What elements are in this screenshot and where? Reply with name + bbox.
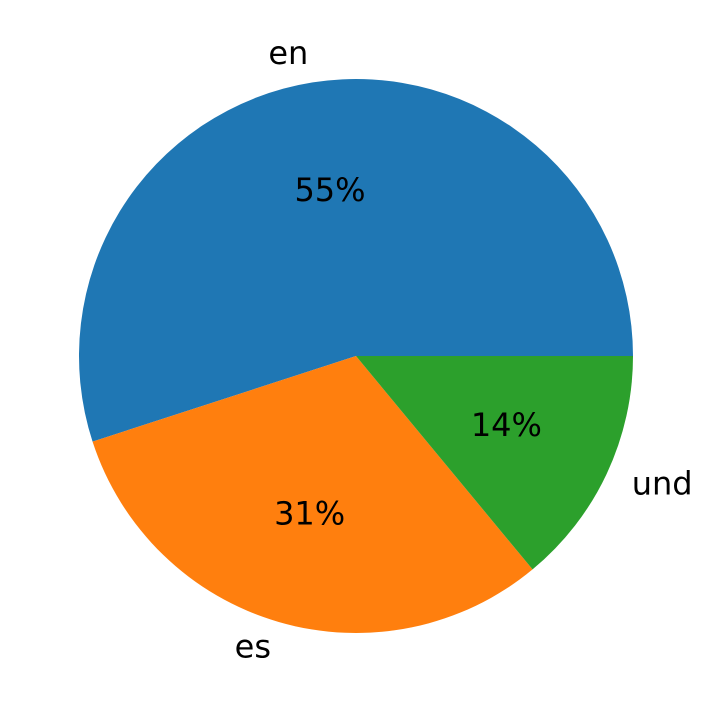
value-label: 31% — [274, 495, 345, 533]
value-label: 55% — [294, 171, 365, 209]
pie-slice — [92, 356, 533, 633]
pie-slice — [356, 356, 633, 570]
pie-slice — [78, 78, 634, 442]
value-label: 14% — [471, 406, 542, 444]
slice-label: en — [268, 34, 308, 72]
slice-label: und — [632, 465, 693, 503]
slice-label: es — [235, 628, 271, 666]
